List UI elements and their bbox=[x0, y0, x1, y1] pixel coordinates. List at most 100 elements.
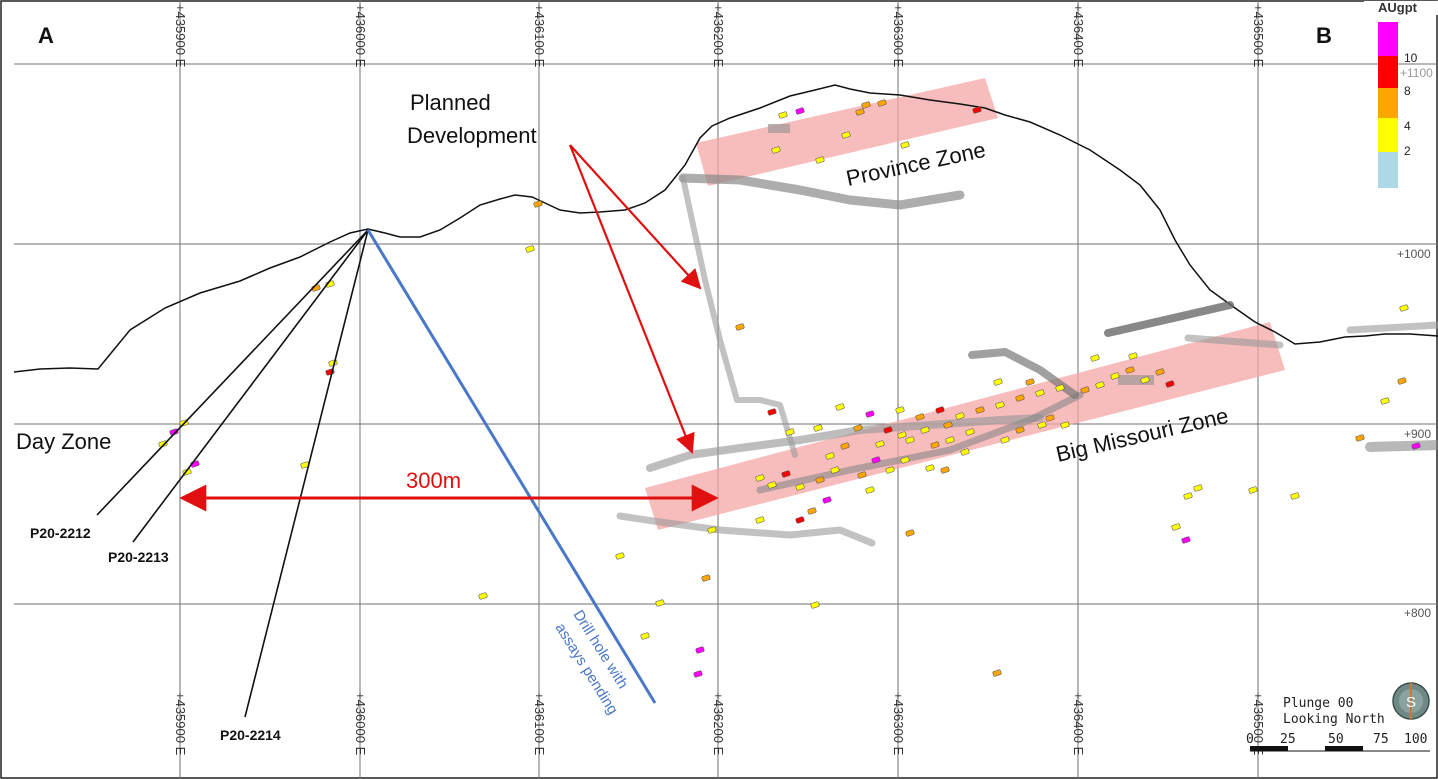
underground-workings bbox=[616, 124, 1438, 547]
assay-sample-marker bbox=[1397, 377, 1407, 385]
assay-sample-marker bbox=[875, 440, 885, 448]
assay-sample-marker bbox=[815, 156, 825, 164]
legend-label-8: 8 bbox=[1404, 84, 1411, 98]
assay-sample-marker bbox=[735, 323, 745, 331]
assay-sample-marker bbox=[707, 526, 717, 534]
assay-sample-marker bbox=[1183, 492, 1193, 500]
grade-legend: AUgpt 10 8 4 2 bbox=[1364, 0, 1438, 188]
scale-bar: 0 25 50 75 100 bbox=[1246, 732, 1430, 752]
assay-sample-marker bbox=[1125, 366, 1135, 374]
topography-line bbox=[13, 84, 1438, 373]
legend-swatch-lightblue bbox=[1378, 152, 1398, 188]
assay-sample-marker bbox=[972, 106, 982, 114]
assay-sample-marker bbox=[1171, 523, 1181, 531]
scale-tick-25: 25 bbox=[1280, 732, 1296, 747]
assay-sample-marker bbox=[871, 456, 881, 464]
assay-sample-marker bbox=[1128, 352, 1138, 360]
scale-bar-seg-3 bbox=[1325, 746, 1363, 751]
planned-development-label-line2: Development bbox=[407, 123, 537, 148]
assay-samples bbox=[158, 99, 1421, 678]
pending-drill-hole bbox=[366, 229, 657, 704]
assay-sample-marker bbox=[795, 516, 805, 524]
compass-icon: S bbox=[1392, 682, 1430, 720]
easting-label-bottom-436500: +436500 E bbox=[1251, 692, 1266, 756]
assay-sample-marker bbox=[1399, 304, 1409, 312]
drill-hole-id-p20-2213: P20-2213 bbox=[108, 549, 169, 565]
assay-sample-marker bbox=[1015, 394, 1025, 402]
east-drift bbox=[1104, 301, 1234, 337]
drill-trace-p20-2213 bbox=[132, 229, 369, 543]
assay-sample-marker bbox=[655, 599, 665, 607]
assay-sample-marker bbox=[813, 424, 823, 432]
assay-sample-marker bbox=[905, 529, 915, 537]
assay-sample-marker bbox=[695, 646, 705, 654]
big-missouri-drift-upper bbox=[646, 414, 1044, 472]
assay-sample-marker bbox=[897, 431, 907, 439]
assay-sample-marker bbox=[1355, 434, 1365, 442]
assay-sample-marker bbox=[533, 200, 543, 208]
assay-sample-marker bbox=[1411, 442, 1421, 450]
easting-labels-top: +435900 E +436000 E +436100 E +436200 E … bbox=[173, 4, 1266, 68]
elevation-labels: +1100 +1000 +900 +800 bbox=[1397, 66, 1433, 620]
easting-label-436300: +436300 E bbox=[891, 4, 906, 68]
assay-sample-marker bbox=[1055, 384, 1065, 392]
assay-sample-marker bbox=[992, 669, 1002, 677]
east-drift-2 bbox=[1184, 334, 1284, 349]
elevation-label-1000: +1000 bbox=[1397, 247, 1431, 261]
assay-sample-marker bbox=[1035, 389, 1045, 397]
assay-sample-marker bbox=[853, 424, 863, 432]
assay-sample-marker bbox=[920, 426, 930, 434]
far-east-drift bbox=[1346, 321, 1438, 334]
assay-sample-marker bbox=[841, 131, 851, 139]
easting-label-436200: +436200 E bbox=[711, 4, 726, 68]
assay-sample-marker bbox=[925, 464, 935, 472]
ramp-decline bbox=[680, 175, 798, 458]
assay-sample-marker bbox=[900, 141, 910, 149]
assay-sample-marker bbox=[478, 592, 488, 600]
legend-label-4: 4 bbox=[1404, 119, 1411, 133]
assay-sample-marker bbox=[693, 670, 703, 678]
drill-hole-id-p20-2212: P20-2212 bbox=[30, 525, 91, 541]
easting-label-436100: +436100 E bbox=[532, 4, 547, 68]
assay-sample-marker bbox=[830, 466, 840, 474]
elevation-label-1100: +1100 bbox=[1400, 66, 1433, 80]
assay-sample-marker bbox=[1095, 381, 1105, 389]
arrow-to-bm-drift bbox=[568, 144, 695, 454]
legend-swatch-magenta bbox=[1378, 22, 1398, 56]
assay-sample-marker bbox=[701, 574, 711, 582]
elevation-label-900: +900 bbox=[1404, 427, 1431, 441]
assay-sample-marker bbox=[810, 601, 820, 609]
bm-block bbox=[1118, 375, 1154, 385]
assay-sample-marker bbox=[865, 410, 875, 418]
big-missouri-crosscut bbox=[968, 348, 1079, 399]
easting-label-bottom-436300: +436300 E bbox=[891, 692, 906, 756]
assay-sample-marker bbox=[1025, 378, 1035, 386]
assay-sample-marker bbox=[1165, 380, 1175, 388]
easting-labels-bottom: +435900 E +436000 E +436100 E +436200 E … bbox=[173, 692, 1266, 756]
assay-sample-marker bbox=[955, 412, 965, 420]
assay-sample-marker bbox=[1248, 486, 1258, 494]
drill-trace-p20-2212 bbox=[96, 229, 369, 516]
drill-hole-id-p20-2214: P20-2214 bbox=[220, 727, 281, 743]
assay-sample-marker bbox=[1000, 436, 1010, 444]
assay-sample-marker bbox=[785, 428, 795, 436]
assay-sample-marker bbox=[995, 401, 1005, 409]
easting-label-bottom-436200: +436200 E bbox=[711, 692, 726, 756]
assay-sample-marker bbox=[900, 456, 910, 464]
easting-label-435900: +435900 E bbox=[173, 4, 188, 68]
assay-sample-marker bbox=[840, 442, 850, 450]
assay-sample-marker bbox=[943, 421, 953, 429]
section-end-b: B bbox=[1316, 23, 1332, 48]
assay-sample-marker bbox=[1193, 484, 1203, 492]
assay-sample-marker bbox=[1045, 414, 1055, 422]
assay-sample-marker bbox=[815, 476, 825, 484]
assay-sample-marker bbox=[755, 474, 765, 482]
assay-sample-marker bbox=[965, 428, 975, 436]
assay-sample-marker bbox=[825, 452, 835, 460]
assay-sample-marker bbox=[940, 466, 950, 474]
assay-sample-marker bbox=[935, 406, 945, 414]
elevation-label-800: +800 bbox=[1404, 606, 1431, 620]
scale-tick-50: 50 bbox=[1328, 732, 1344, 747]
assay-sample-marker bbox=[1037, 421, 1047, 429]
